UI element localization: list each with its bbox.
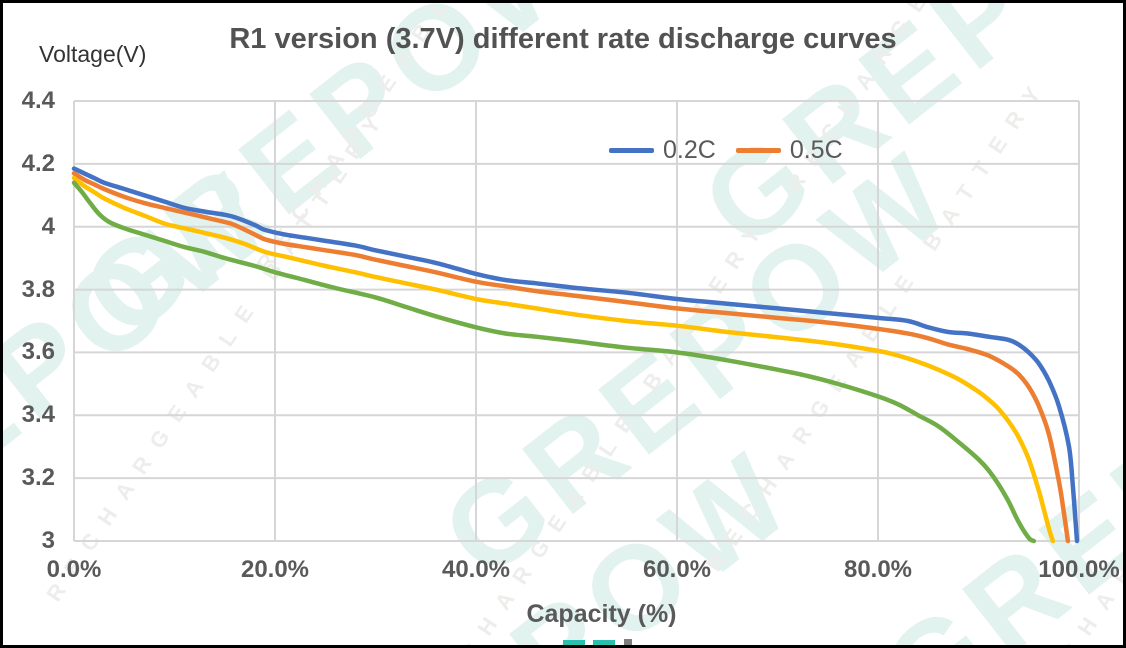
y-tick-label: 4 [41, 212, 55, 240]
x-axis-title: Capacity (%) [526, 600, 677, 628]
chart-legend: 0.2C 0.5C [609, 138, 843, 163]
x-tick-label: 100.0% [1038, 556, 1120, 583]
chart-title: R1 version (3.7V) different rate dischar… [229, 23, 897, 55]
legend-line-swatch-orange [735, 148, 781, 153]
y-tick-label: 3.6 [21, 338, 55, 366]
y-tick-label: 3.4 [21, 401, 55, 429]
y-tick-label: 4.4 [21, 87, 55, 114]
series-curve-0.5C [71, 171, 1071, 544]
legend-entry-0.2C: 0.2C [609, 138, 716, 163]
clipped-logo-fragment-teal-2 [593, 640, 615, 645]
y-tick-label: 3.8 [21, 275, 55, 303]
y-tick-label: 4.2 [21, 149, 55, 177]
legend-label: 0.2C [663, 136, 716, 164]
y-tick-label: 3 [41, 527, 55, 554]
clipped-logo-fragment-gray [624, 639, 632, 645]
clipped-logo-fragment-teal-1 [563, 640, 585, 645]
series-curve-unlabeled-green [71, 180, 1037, 544]
x-tick-label: 20.0% [240, 556, 310, 583]
x-tick-label: 80.0% [843, 556, 913, 583]
plot-canvas [71, 100, 1080, 544]
plot-area [71, 100, 1080, 544]
series-curve-0.2C [71, 166, 1080, 544]
y-axis-title: Voltage(V) [39, 41, 147, 67]
legend-line-swatch-blue [609, 148, 654, 153]
x-tick-label: 60.0% [642, 556, 712, 583]
legend-entry-0.5C: 0.5C [735, 136, 843, 164]
legend-label: 0.5C [789, 136, 843, 164]
x-tick-label: 40.0% [441, 556, 511, 583]
series-curve-unlabeled-yellow [71, 175, 1056, 544]
y-tick-label: 3.2 [21, 464, 55, 492]
x-tick-label: 0.0% [46, 556, 102, 583]
